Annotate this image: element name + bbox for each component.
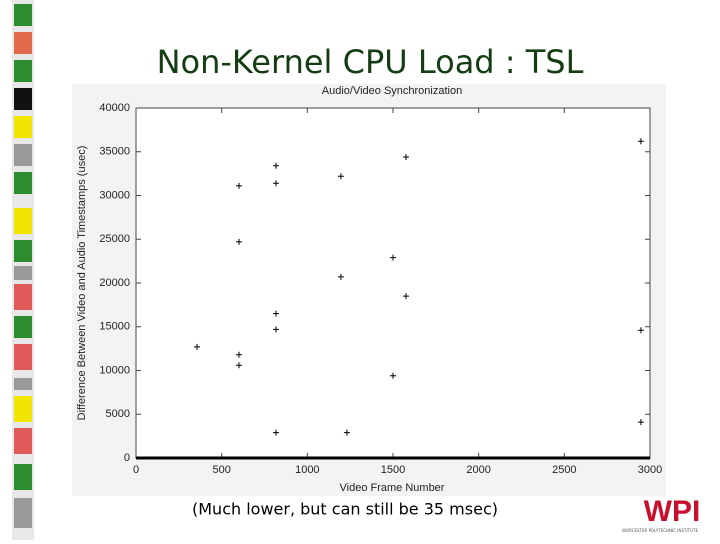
slide-title: Non-Kernel CPU Load : TSL [157, 43, 584, 81]
point [390, 254, 396, 261]
point [272, 326, 279, 333]
point [193, 343, 200, 350]
y-tick-label: 35000 [99, 146, 130, 158]
x-tick-label: 0 [133, 464, 139, 476]
y-tick-label: 0 [124, 452, 130, 464]
x-tick-label: 1000 [295, 464, 319, 476]
point [403, 154, 410, 160]
point [390, 372, 396, 379]
y-tick-label: 15000 [99, 321, 130, 333]
plot: 0 500 1000 1500 2000 2500 30000500010000150002… [99, 102, 662, 476]
point [637, 138, 644, 145]
chart-title: Audio/Video Synchronization [322, 85, 462, 97]
logo-subtitle: WORCESTER POLYTECHNIC INSTITUTE [622, 528, 698, 533]
point [235, 182, 242, 189]
point [343, 429, 350, 436]
y-tick-label: 25000 [99, 233, 130, 245]
point [235, 362, 242, 369]
point [272, 310, 279, 317]
point [272, 180, 279, 187]
y-axis-label: Difference Between Video and Audio Times… [76, 146, 88, 421]
x-tick-label: 3000 [638, 464, 662, 476]
logo: WPI [644, 495, 701, 528]
caption: (Much lower, but can still be 35 msec) [192, 500, 498, 519]
y-tick-label: 20000 [99, 277, 130, 289]
x-axis-label: Video Frame Number [340, 482, 445, 494]
point [403, 293, 410, 300]
x-tick-label: 2000 [466, 464, 490, 476]
y-tick-label: 40000 [99, 102, 130, 114]
plot-area [135, 107, 651, 459]
point [272, 429, 279, 436]
point [235, 351, 242, 358]
side-stripe [12, 0, 34, 540]
point [637, 419, 644, 426]
y-tick-label: 10000 [99, 364, 130, 376]
y-tick-label: 30000 [99, 189, 130, 201]
x-tick-label: 2500 [552, 464, 576, 476]
point [637, 327, 644, 334]
point [337, 173, 344, 180]
point [235, 238, 242, 245]
x-tick-label: 1500 [381, 464, 405, 476]
point [272, 162, 279, 169]
point [337, 273, 344, 280]
x-tick-label: 500 [212, 464, 230, 476]
y-tick-label: 5000 [106, 408, 130, 420]
